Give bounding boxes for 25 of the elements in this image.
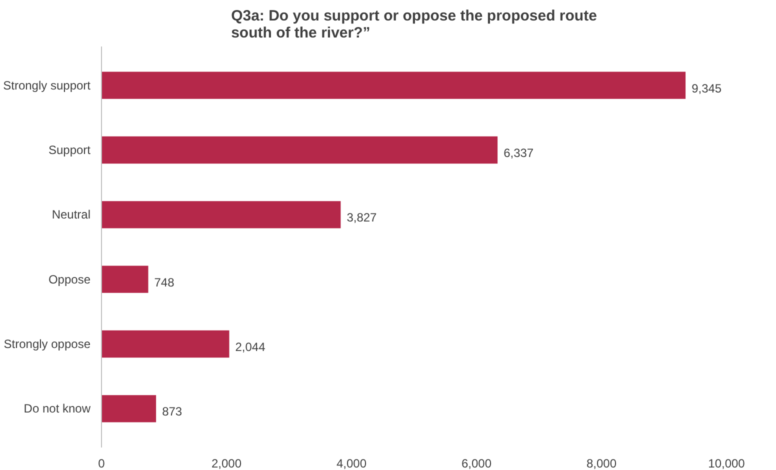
data-label: 6,337 — [504, 146, 534, 160]
data-label: 9,345 — [692, 81, 722, 96]
bar — [102, 136, 498, 164]
x-tick-label: 10,000 — [708, 456, 746, 470]
bar — [102, 266, 148, 293]
bar — [102, 72, 686, 99]
y-tick-label: Do not know — [24, 402, 91, 416]
x-tick-label: 8,000 — [586, 456, 617, 470]
x-tick-label: 2,000 — [211, 456, 242, 470]
bar — [102, 395, 156, 422]
data-label: 2,044 — [235, 340, 266, 354]
x-tick-label: 6,000 — [461, 456, 492, 470]
y-tick-label: Neutral — [52, 208, 91, 222]
x-tick-label: 4,000 — [336, 456, 367, 470]
y-tick-label: Strongly oppose — [4, 337, 91, 352]
y-tick-label: Oppose — [48, 272, 91, 286]
bar — [102, 201, 341, 228]
chart-title: Q3a: Do you support or oppose the proposed route south of the river?” — [231, 8, 597, 42]
x-tick-label: 0 — [98, 456, 106, 470]
y-tick-label: Support — [48, 142, 92, 157]
data-label: 748 — [154, 275, 175, 290]
bar — [102, 330, 230, 358]
data-label: 873 — [162, 404, 182, 419]
data-label: 3,827 — [346, 210, 378, 225]
y-tick-label: Strongly support — [3, 78, 92, 92]
